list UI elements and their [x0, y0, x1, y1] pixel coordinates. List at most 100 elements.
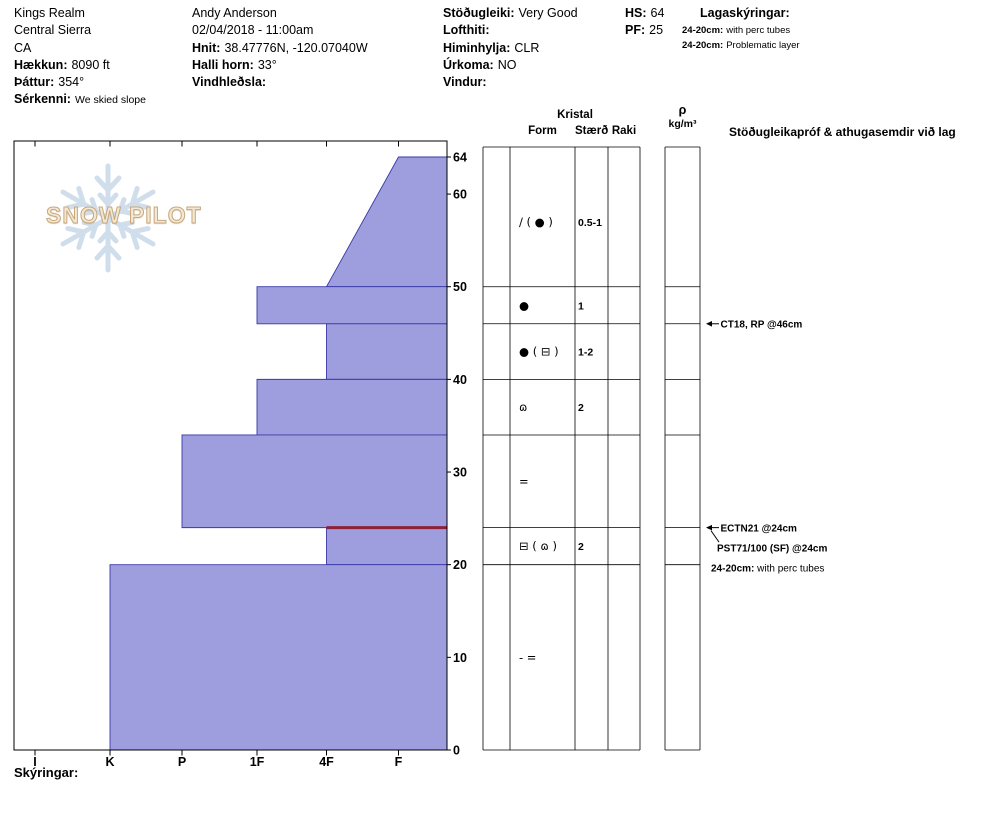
- layer-notes-title: Lagaskýringar:: [700, 5, 790, 22]
- slope-angle-value: 33°: [257, 57, 277, 72]
- test-connector-line: [710, 530, 720, 543]
- snow-layer: [325, 156, 448, 288]
- form-column-header: Form: [528, 125, 557, 137]
- grain-size-cell: 0.5-1: [578, 217, 602, 229]
- location-region: Central Sierra: [14, 23, 92, 38]
- air-temp-label: Lofthiti:: [443, 23, 490, 38]
- depth-axis-label: 64: [453, 151, 467, 165]
- grain-form-cell: ∕ ( ● ): [519, 215, 553, 229]
- depth-axis-label: 10: [453, 651, 467, 665]
- snowpilot-watermark: SNOW PILOT: [40, 150, 220, 280]
- hardness-axis-label: 4F: [319, 755, 334, 769]
- grain-form-cell: ɷ: [519, 400, 527, 414]
- layer-note-depth: 24-20cm:: [682, 40, 724, 51]
- test-arrow-head: [706, 524, 712, 531]
- grain-size-cell: 1: [578, 300, 584, 312]
- coords-row: Hnit: 38.47776N, -120.07040W: [192, 40, 368, 57]
- pit-depth-label: PF:: [625, 23, 646, 38]
- observer-name: Andy Anderson: [192, 6, 277, 20]
- layer-note-text: Problematic layer: [726, 40, 800, 51]
- stability-test-result: CT18, RP @46cm: [721, 320, 803, 331]
- pit-depth-row: PF: 25: [625, 22, 664, 39]
- precip-value: NO: [497, 57, 517, 72]
- snow-layer: [326, 323, 448, 380]
- snow-layer: [109, 564, 448, 751]
- location-name: Kings Realm: [14, 6, 85, 20]
- grain-form-cell: ⊟ ( ɷ ): [519, 539, 557, 553]
- stability-label: Stöðugleiki:: [443, 6, 515, 20]
- sky-cover-value: CLR: [514, 40, 540, 55]
- stability-row: Stöðugleiki: Very Good: [443, 5, 578, 22]
- snow-layer: [256, 286, 448, 325]
- grain-size-cell: 1-2: [578, 347, 593, 359]
- grain-form-cell: =: [519, 474, 529, 488]
- depth-axis-label: 20: [453, 558, 467, 572]
- grain-form-cell: - =: [519, 650, 536, 664]
- snow-height-value: 64: [650, 6, 665, 20]
- grain-size-cell: 2: [578, 541, 584, 553]
- grain-form-cell: ●: [519, 298, 529, 312]
- aspect-value: 354°: [58, 75, 85, 90]
- elevation-value: 8090 ft: [71, 57, 110, 72]
- stability-test-result: PST71/100 (SF) @24cm: [717, 544, 827, 555]
- grain-form-cell: ● ( ⊟ ): [519, 345, 559, 359]
- header-location-block: Kings Realm Central Sierra CA Hækkun: 809…: [14, 5, 146, 110]
- depth-axis-label: 50: [453, 280, 467, 294]
- snow-layer: [326, 527, 448, 566]
- tests-comments-header: Stöðugleikapróf & athugasemdir við lag: [729, 125, 956, 139]
- snow-layer: [256, 378, 448, 436]
- header-totals-block: HS: 64 PF: 25: [625, 5, 664, 40]
- elevation-row: Hækkun: 8090 ft: [14, 57, 146, 74]
- observation-datetime: 02/04/2018 - 11:00am: [192, 23, 314, 38]
- watermark-text: SNOW PILOT: [46, 202, 202, 229]
- hardness-axis-label: K: [105, 755, 114, 769]
- location-state: CA: [14, 40, 32, 55]
- depth-axis-label: 60: [453, 188, 467, 202]
- air-temp-row: Lofthiti:: [443, 22, 578, 39]
- precip-label: Úrkoma:: [443, 57, 494, 72]
- wind-loading-label: Vindhleðsla:: [192, 75, 267, 90]
- grain-size-cell: 2: [578, 402, 584, 414]
- pit-depth-value: 25: [649, 23, 664, 38]
- layer-note-item: 24-20cm: Problematic layer: [682, 40, 800, 52]
- wind-label: Vindur:: [443, 75, 487, 90]
- depth-axis-label: 30: [453, 466, 467, 480]
- snow-layer: [181, 434, 448, 529]
- aspect-label: Þáttur:: [14, 75, 55, 90]
- sky-cover-label: Himinhylja:: [443, 40, 511, 55]
- elevation-label: Hækkun:: [14, 57, 68, 72]
- coords-label: Hnit:: [192, 40, 221, 55]
- density-rho-header: ρ: [678, 103, 687, 117]
- wind-loading-row: Vindhleðsla:: [192, 74, 368, 91]
- slope-angle-label: Halli horn:: [192, 57, 254, 72]
- precip-row: Úrkoma: NO: [443, 57, 578, 74]
- aspect-row: Þáttur: 354°: [14, 74, 146, 91]
- stability-value: Very Good: [518, 6, 578, 20]
- snow-height-label: HS:: [625, 6, 647, 20]
- layer-notes-title-text: Lagaskýringar:: [700, 6, 790, 20]
- depth-axis-label: 0: [453, 744, 460, 758]
- crystal-header: Kristal: [557, 109, 593, 121]
- notes-label: Sérkenni:: [14, 92, 71, 107]
- snow-height-row: HS: 64: [625, 5, 664, 22]
- layer-comment: 24-20cm: with perc tubes: [711, 564, 824, 575]
- hardness-axis-label: I: [33, 755, 36, 769]
- plot-border: [13, 140, 448, 751]
- layer-notes-title-block: Lagaskýringar:: [700, 5, 790, 22]
- slope-angle-row: Halli horn: 33°: [192, 57, 368, 74]
- coords-value: 38.47776N, -120.07040W: [224, 40, 368, 55]
- header-conditions-block: Stöðugleiki: Very Good Lofthiti: Himinhyl…: [443, 5, 578, 91]
- notes-value: We skied slope: [74, 94, 146, 107]
- depth-axis-label: 40: [453, 373, 467, 387]
- notes-row: Sérkenni: We skied slope: [14, 91, 146, 109]
- hardness-axis-label: 1F: [250, 755, 265, 769]
- test-arrow-head: [706, 320, 712, 327]
- size-column-header: Stærð: [575, 125, 609, 137]
- hardness-axis-label: P: [178, 755, 186, 769]
- wind-row: Vindur:: [443, 74, 578, 91]
- sky-cover-row: Himinhylja: CLR: [443, 40, 578, 57]
- layer-note-item: 24-20cm: with perc tubes: [682, 25, 790, 37]
- moisture-column-header: Raki: [611, 125, 637, 137]
